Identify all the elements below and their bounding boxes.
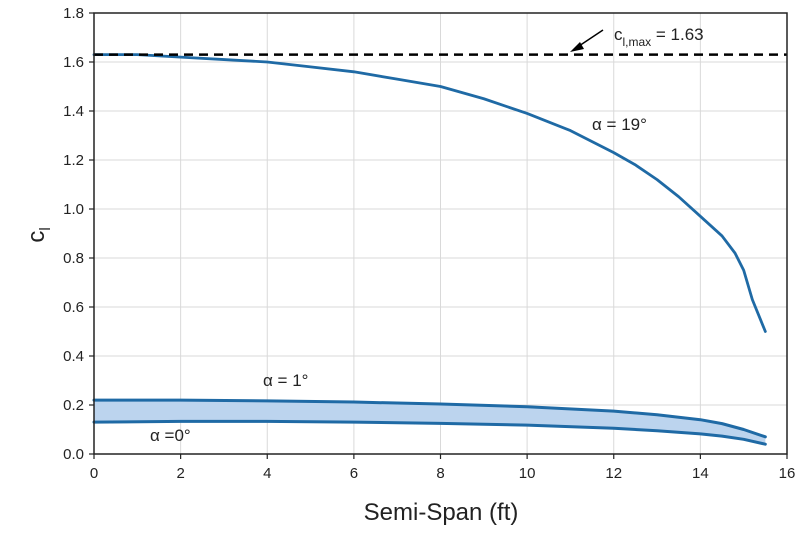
x-axis-title: Semi-Span (ft)	[364, 499, 519, 526]
y-tick-label: 0.0	[63, 446, 84, 463]
y-tick-label: 1.8	[63, 5, 84, 22]
x-tick-label: 6	[350, 465, 358, 482]
y-axis-title-main: c	[23, 231, 50, 243]
y-tick-label: 1.2	[63, 152, 84, 169]
alpha-19-line	[92, 53, 767, 333]
y-tick-label: 0.2	[63, 397, 84, 414]
alpha-0-label: α =0°	[150, 426, 191, 445]
y-tick-label: 0.8	[63, 250, 84, 267]
x-tick-label: 16	[779, 465, 796, 482]
svg-text:cl,max = 1.63: cl,max = 1.63	[614, 25, 704, 49]
x-tick-label: 4	[263, 465, 271, 482]
alpha-0-line	[92, 419, 767, 446]
series-lines	[92, 53, 767, 446]
grid-lines	[93, 12, 788, 455]
y-tick-label: 0.4	[63, 348, 84, 365]
clmax-arrowhead	[570, 42, 584, 52]
svg-text:cl: cl	[23, 227, 54, 242]
x-tick-label: 14	[692, 465, 709, 482]
x-tick-label: 8	[436, 465, 444, 482]
clmax-annotation: cl,max = 1.63	[570, 25, 704, 52]
y-tick-label: 1.6	[63, 54, 84, 71]
clmax-label-value: = 1.63	[651, 25, 703, 44]
clmax-label-sub: l,max	[623, 35, 652, 49]
x-tick-label: 2	[176, 465, 184, 482]
alpha-19-label: α = 19°	[592, 115, 647, 134]
x-axis-ticks: 0 2 4 6 8 10 12 14 16	[90, 454, 796, 482]
clmax-label-main: c	[614, 25, 623, 44]
y-axis-title-sub: l	[37, 227, 54, 230]
y-tick-label: 1.4	[63, 103, 84, 120]
y-axis-ticks: 0.0 0.2 0.4 0.6 0.8 1.0 1.2 1.4 1.6 1.8	[63, 5, 94, 463]
y-tick-label: 0.6	[63, 299, 84, 316]
y-tick-label: 1.0	[63, 201, 84, 218]
x-tick-label: 10	[519, 465, 536, 482]
x-tick-label: 12	[605, 465, 622, 482]
y-axis-title: cl	[23, 227, 54, 242]
alpha-1-label: α = 1°	[263, 371, 308, 390]
alpha-1-line	[92, 398, 767, 439]
x-tick-label: 0	[90, 465, 98, 482]
